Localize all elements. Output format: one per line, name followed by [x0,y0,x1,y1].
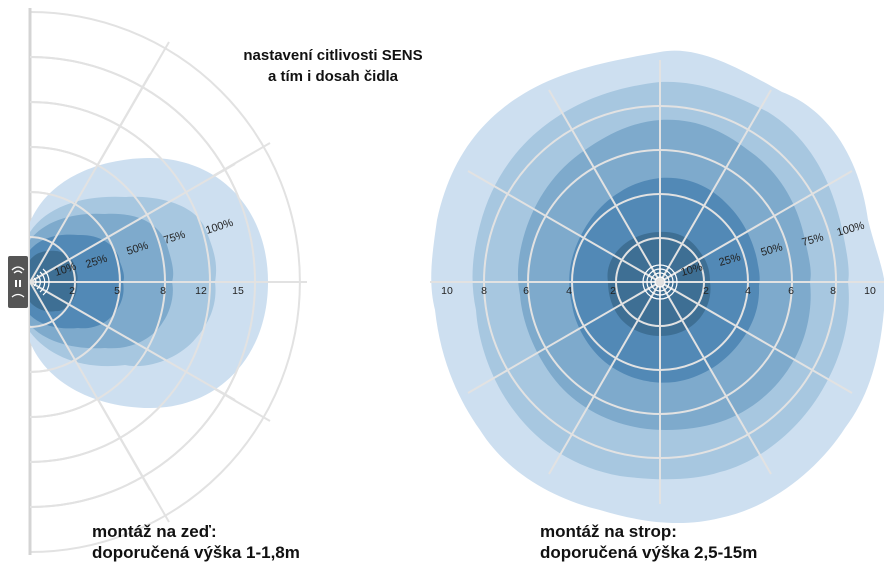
ceiling-pct-10: 10% [680,261,705,279]
wall-foreground-grid [29,56,268,508]
wall-sensor-ripples [33,268,50,296]
ceiling-tick-right-10: 10 [864,285,876,297]
wall-caption-line-2: doporučená výška 1-1,8m [92,543,300,562]
ceiling-tick-left-6: 6 [523,285,529,297]
ceiling-tick-right-6: 6 [788,285,794,297]
ceiling-pct-50: 50% [760,241,785,259]
ceiling-tick-left-10: 10 [441,285,453,297]
ceiling-pct-75: 75% [801,231,826,249]
ceiling-caption-line-2: doporučená výška 2,5-15m [540,543,757,562]
ceiling-mount-diagram: 10% 25% 50% 75% 100% 10 8 6 4 2 2 4 6 8 … [430,50,884,562]
ceiling-sensor-ripples [642,264,678,300]
ceiling-tick-right-4: 4 [745,285,751,297]
wall-caption-line-1: montáž na zeď: [92,522,217,541]
wifi-icon [11,266,25,274]
wall-tick-8: 8 [160,285,166,297]
wall-range-ticks: 2 5 8 12 15 [69,285,244,297]
ceiling-tick-right-8: 8 [830,285,836,297]
ceiling-caption-line-1: montáž na strop: [540,522,677,541]
heading-line-1: nastavení citlivosti SENS [243,47,422,64]
wall-mount-diagram: 10% 25% 50% 75% 100% 2 5 8 12 15 montáž … [8,8,307,562]
wall-tick-12: 12 [195,285,207,297]
ceiling-pct-25: 25% [718,251,743,269]
ceiling-tick-left-4: 4 [566,285,572,297]
ceiling-tick-right-2: 2 [703,285,709,297]
wall-tick-5: 5 [114,285,120,297]
ceiling-percent-labels: 10% 25% 50% 75% 100% [680,220,867,279]
wall-tick-2: 2 [69,285,75,297]
ceiling-grid [430,60,884,504]
ceiling-tick-left-2: 2 [610,285,616,297]
sensor-device-icon [8,256,28,308]
heading-line-2: a tím i dosah čidla [268,68,399,85]
ceiling-right-ticks: 2 4 6 8 10 [703,285,876,297]
wall-tick-15: 15 [232,285,244,297]
ceiling-left-ticks: 10 8 6 4 2 [441,285,616,297]
ceiling-tick-left-8: 8 [481,285,487,297]
